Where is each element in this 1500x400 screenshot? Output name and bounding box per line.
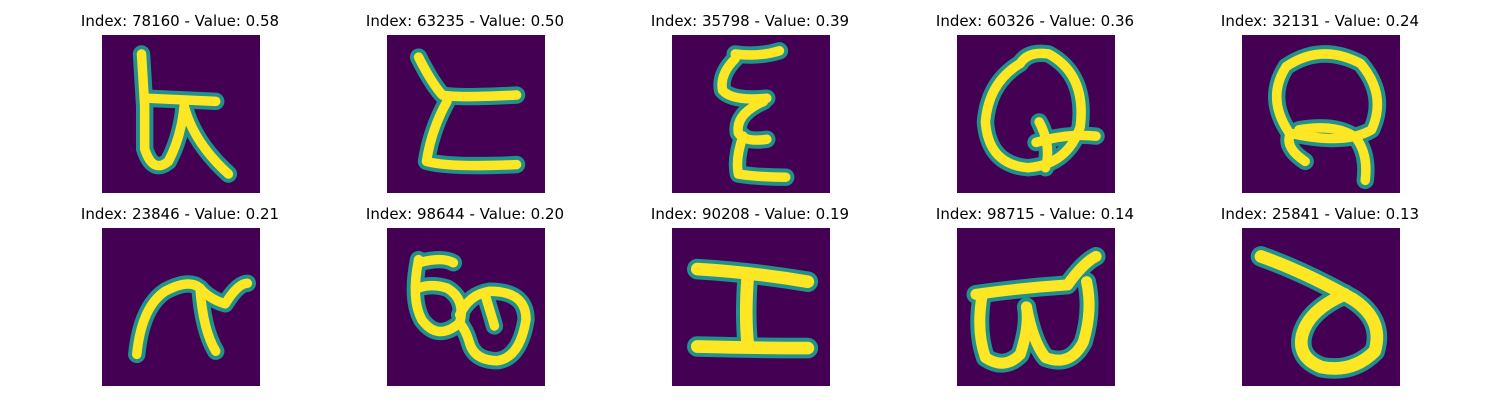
character-image: [102, 228, 260, 386]
sample-panel-4: Index: 60326 - Value: 0.36: [925, 12, 1145, 193]
sample-panel-9: Index: 98715 - Value: 0.14: [925, 205, 1145, 386]
sample-panel-6: Index: 23846 - Value: 0.21: [70, 205, 290, 386]
sample-title: Index: 98644 - Value: 0.20: [365, 205, 565, 223]
sample-title: Index: 23846 - Value: 0.21: [80, 205, 280, 223]
sample-title: Index: 98715 - Value: 0.14: [935, 205, 1135, 223]
sample-panel-3: Index: 35798 - Value: 0.39: [640, 12, 860, 193]
character-image: [102, 35, 260, 193]
sample-panel-8: Index: 90208 - Value: 0.19: [640, 205, 860, 386]
sample-title: Index: 63235 - Value: 0.50: [365, 12, 565, 30]
sample-panel-1: Index: 78160 - Value: 0.58: [70, 12, 290, 193]
sample-panel-5: Index: 32131 - Value: 0.24: [1210, 12, 1430, 193]
sample-panel-10: Index: 25841 - Value: 0.13: [1210, 205, 1430, 386]
character-image: [672, 228, 830, 386]
sample-title: Index: 60326 - Value: 0.36: [935, 12, 1135, 30]
sample-panel-2: Index: 63235 - Value: 0.50: [355, 12, 575, 193]
sample-title: Index: 78160 - Value: 0.58: [80, 12, 280, 30]
sample-panel-7: Index: 98644 - Value: 0.20: [355, 205, 575, 386]
character-image: [1242, 35, 1400, 193]
sample-title: Index: 25841 - Value: 0.13: [1220, 205, 1420, 223]
sample-title: Index: 90208 - Value: 0.19: [650, 205, 850, 223]
character-image: [957, 228, 1115, 386]
character-image: [672, 35, 830, 193]
character-image: [387, 35, 545, 193]
character-image: [957, 35, 1115, 193]
sample-title: Index: 35798 - Value: 0.39: [650, 12, 850, 30]
character-image: [1242, 228, 1400, 386]
character-image: [387, 228, 545, 386]
sample-title: Index: 32131 - Value: 0.24: [1220, 12, 1420, 30]
